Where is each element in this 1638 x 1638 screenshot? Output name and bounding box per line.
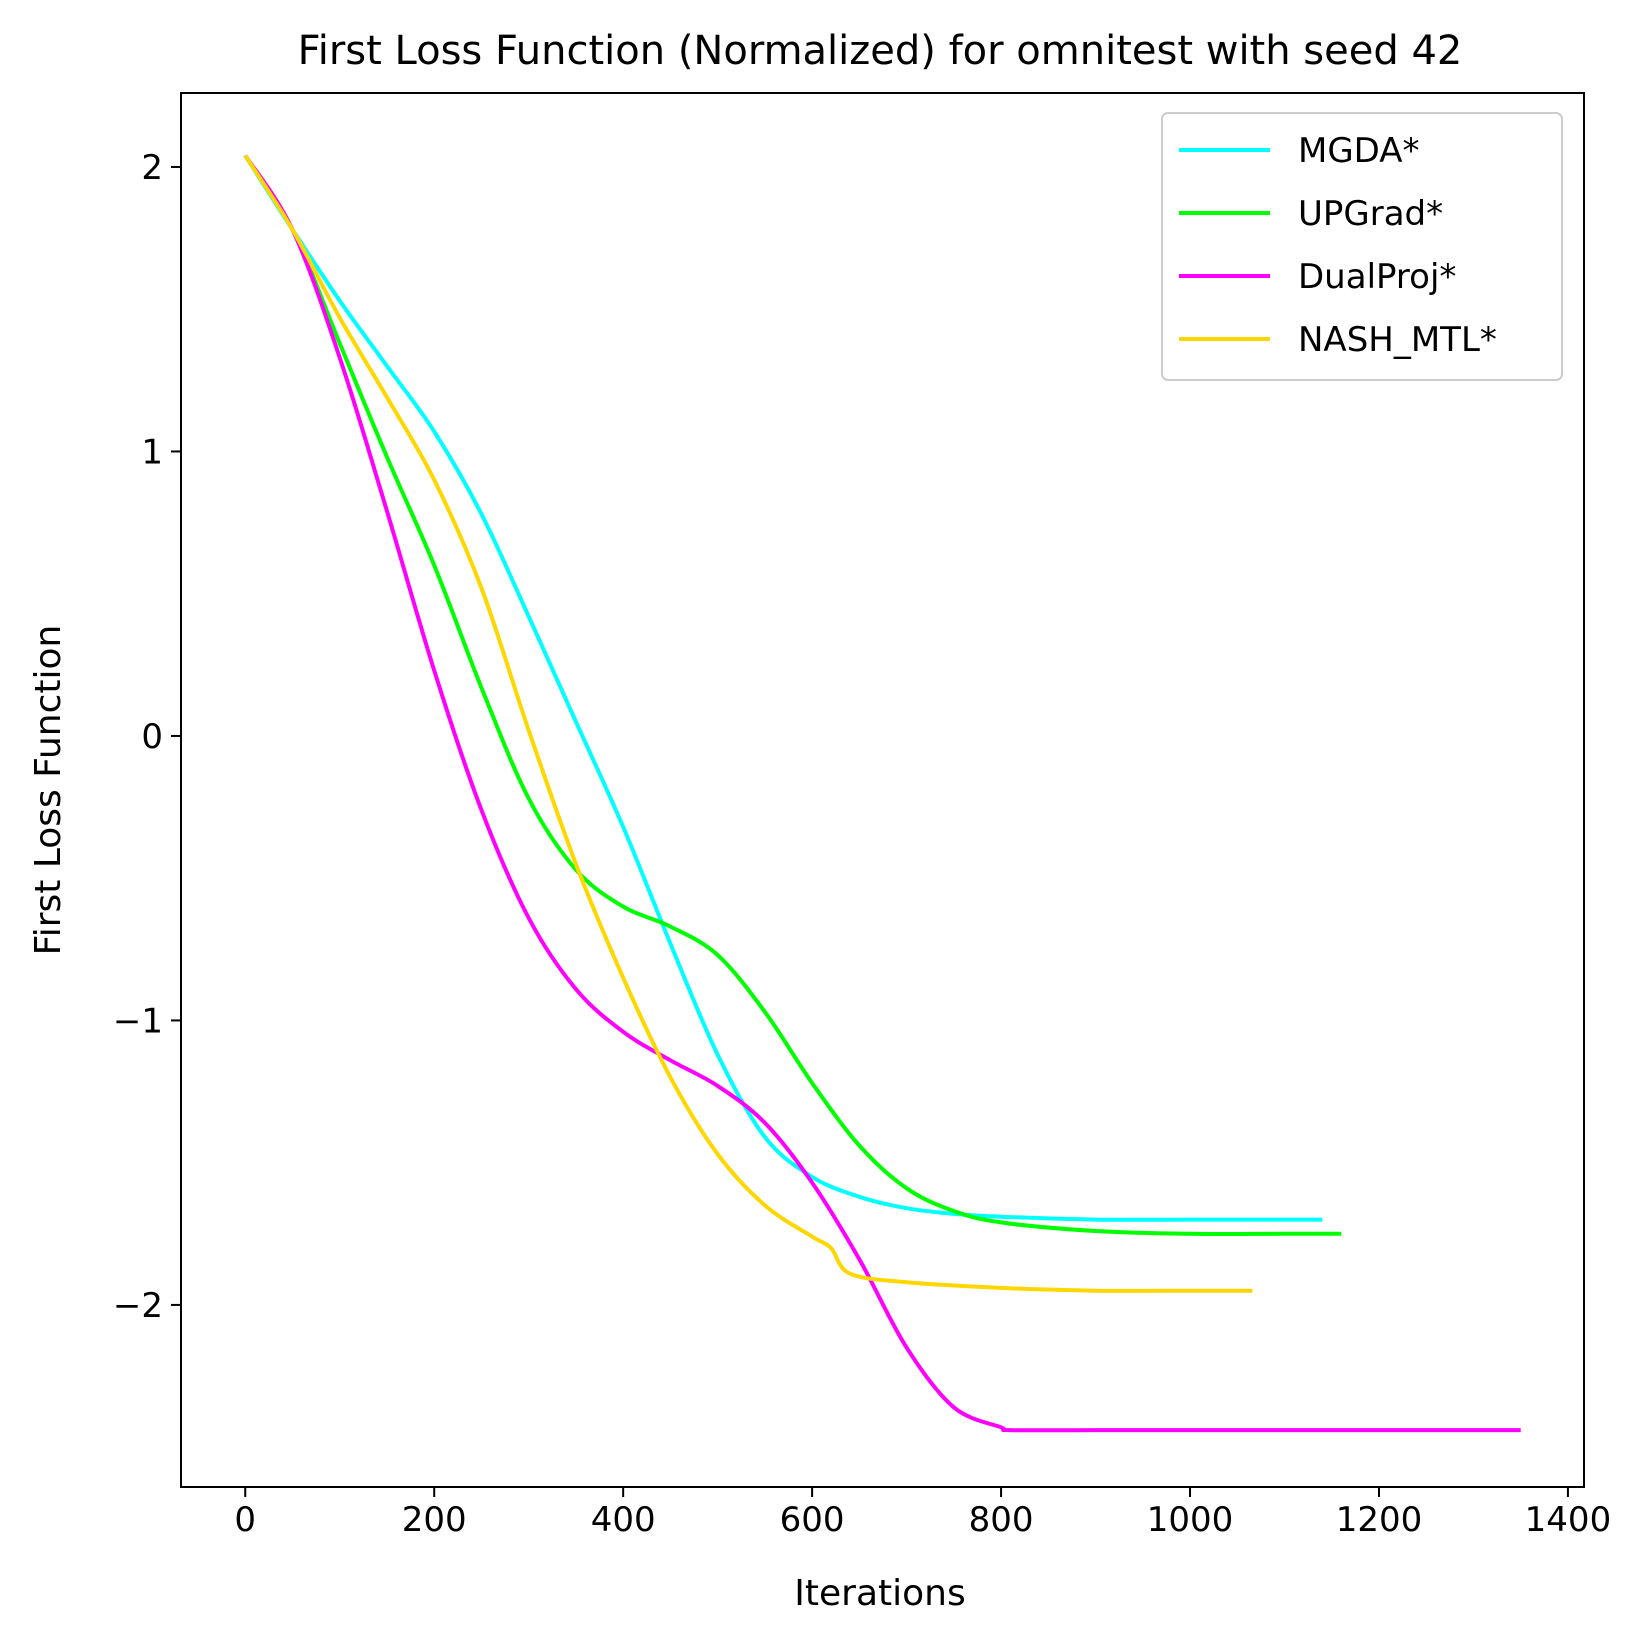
- legend-label: DualProj*: [1298, 257, 1456, 297]
- legend-label: UPGrad*: [1298, 194, 1443, 234]
- y-tick-label: −2: [113, 1286, 163, 1326]
- x-tick-label: 400: [591, 1500, 656, 1540]
- y-tick-label: 1: [141, 432, 163, 472]
- x-tick-label: 1200: [1336, 1500, 1423, 1540]
- series-line-upgrad: [243, 154, 1342, 1237]
- series-line-dualproj: [243, 154, 1521, 1433]
- y-tick-label: −1: [113, 1001, 163, 1041]
- x-tick-label: 1400: [1525, 1500, 1612, 1540]
- x-tick-label: 800: [969, 1500, 1034, 1540]
- series-line-nash-mtl: [243, 154, 1253, 1293]
- legend-label: NASH_MTL*: [1298, 320, 1497, 360]
- x-axis: 0 200 400 600 800 1000 1200 1400: [234, 1487, 1611, 1540]
- legend-box: [1161, 112, 1563, 381]
- y-tick-label: 2: [141, 148, 163, 188]
- x-axis-label: Iterations: [794, 1573, 965, 1614]
- legend: MGDA* UPGrad* DualProj* NASH_MTL*: [1161, 112, 1563, 381]
- chart-title: First Loss Function (Normalized) for omn…: [298, 28, 1463, 74]
- y-axis-label: First Loss Function: [28, 625, 69, 956]
- y-tick-label: 0: [141, 717, 163, 757]
- x-tick-label: 0: [234, 1500, 256, 1540]
- plot-frame: [180, 92, 1585, 1488]
- x-tick-label: 200: [402, 1500, 467, 1540]
- series-line-mgda: [243, 154, 1323, 1222]
- y-axis: 2 1 0 −1 −2: [113, 148, 181, 1326]
- x-tick-label: 1000: [1147, 1500, 1234, 1540]
- x-tick-label: 600: [780, 1500, 845, 1540]
- legend-label: MGDA*: [1298, 131, 1420, 171]
- plot-layer: [243, 154, 1521, 1433]
